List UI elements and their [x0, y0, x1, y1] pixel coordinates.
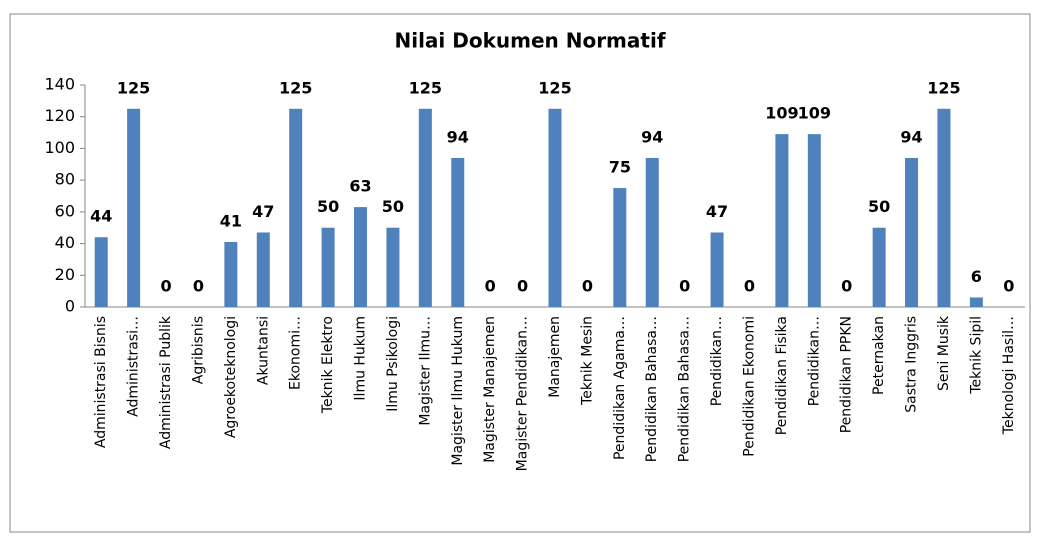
x-tick-label: Ekonomi…: [288, 316, 304, 390]
y-tick-label: 120: [44, 106, 75, 125]
x-tick-label: Ilmu Hukum: [353, 316, 369, 401]
y-tick-label: 100: [44, 138, 75, 157]
bar: [354, 207, 368, 307]
value-label: 0: [582, 277, 593, 296]
bar: [127, 108, 141, 308]
chart-frame: [9, 13, 1031, 533]
value-label: 0: [841, 277, 852, 296]
bar: [224, 241, 238, 307]
value-label: 94: [447, 127, 469, 146]
x-tick-label: Pendidikan Bahasa…: [677, 316, 693, 462]
y-tick-label: 0: [65, 297, 75, 316]
bar: [645, 157, 659, 307]
x-tick-label: Agribisnis: [190, 316, 206, 384]
x-tick-label: Pendidikan…: [709, 316, 725, 406]
bar: [613, 188, 627, 307]
bar: [94, 237, 108, 307]
value-label: 47: [252, 202, 274, 221]
value-label: 0: [517, 277, 528, 296]
y-tick-label: 60: [55, 201, 75, 220]
value-label: 125: [538, 78, 571, 97]
bar: [451, 157, 465, 307]
value-label: 50: [317, 197, 339, 216]
bar: [710, 232, 724, 307]
x-tick-label: Teknik Mesin: [579, 316, 595, 406]
x-tick-label: Teknik Elektro: [320, 316, 336, 414]
x-tick-label: Agroekoteknologi: [223, 316, 239, 438]
x-tick-label: Sastra Inggris: [904, 316, 920, 413]
bar: [807, 134, 821, 307]
y-tick-label: 20: [55, 265, 75, 284]
x-tick-label: Manajemen: [547, 316, 563, 398]
x-tick-label: Administrasi…: [126, 316, 142, 417]
value-label: 0: [744, 277, 755, 296]
chart-title: Nilai Dokumen Normatif: [394, 29, 665, 53]
value-label: 0: [679, 277, 690, 296]
value-label: 44: [90, 207, 112, 226]
value-label: 125: [117, 78, 150, 97]
value-label: 50: [382, 197, 404, 216]
x-tick-label: Ilmu Psikologi: [385, 316, 401, 412]
value-label: 75: [609, 158, 631, 177]
value-label: 6: [971, 267, 982, 286]
bar: [872, 227, 886, 307]
x-tick-label: Pendidikan Agama…: [612, 316, 628, 460]
value-label: 0: [160, 277, 171, 296]
bar: [969, 297, 983, 307]
bar: [321, 227, 335, 307]
bar: [418, 108, 432, 308]
bar: [289, 108, 303, 308]
y-tick-label: 80: [55, 170, 75, 189]
bar: [937, 108, 951, 308]
value-label: 125: [279, 78, 312, 97]
value-label: 109: [798, 104, 831, 123]
bar: [775, 134, 789, 307]
value-label: 94: [900, 127, 922, 146]
x-tick-label: Magister Manajemen: [482, 316, 498, 463]
value-label: 63: [349, 177, 371, 196]
value-label: 41: [220, 211, 242, 230]
x-tick-label: Magister Ilmu Hukum: [450, 316, 466, 466]
value-label: 125: [927, 78, 960, 97]
bar: [905, 157, 919, 307]
value-label: 0: [485, 277, 496, 296]
x-tick-label: Teknologi Hasil…: [1001, 316, 1017, 435]
x-tick-label: Peternakan: [871, 316, 887, 395]
value-label: 50: [868, 197, 890, 216]
y-tick-label: 140: [44, 75, 75, 94]
x-tick-label: Administrasi Publik: [158, 315, 174, 449]
bar: [548, 108, 562, 308]
x-tick-label: Magister Pendidikan…: [515, 316, 531, 471]
value-label: 109: [765, 104, 798, 123]
value-label: 125: [409, 78, 442, 97]
x-tick-label: Teknik Sipil: [968, 316, 984, 395]
value-label: 0: [1003, 277, 1014, 296]
x-tick-label: Pendidikan Fisika: [774, 316, 790, 435]
x-tick-label: Pendidikan…: [806, 316, 822, 406]
bar: [386, 227, 400, 307]
x-tick-label: Pendidikan PPKN: [839, 316, 855, 433]
x-tick-label: Akuntansi: [255, 316, 271, 385]
x-tick-label: Pendidikan Ekonomi: [741, 316, 757, 457]
value-label: 47: [706, 202, 728, 221]
y-tick-label: 40: [55, 233, 75, 252]
bar: [256, 232, 270, 307]
x-tick-label: Seni Musik: [936, 315, 952, 391]
x-tick-label: Pendidikan Bahasa…: [644, 316, 660, 462]
x-tick-label: Magister Ilmu…: [417, 316, 433, 426]
value-label: 94: [641, 127, 663, 146]
value-label: 0: [193, 277, 204, 296]
x-tick-label: Administrasi Bisnis: [93, 316, 109, 448]
